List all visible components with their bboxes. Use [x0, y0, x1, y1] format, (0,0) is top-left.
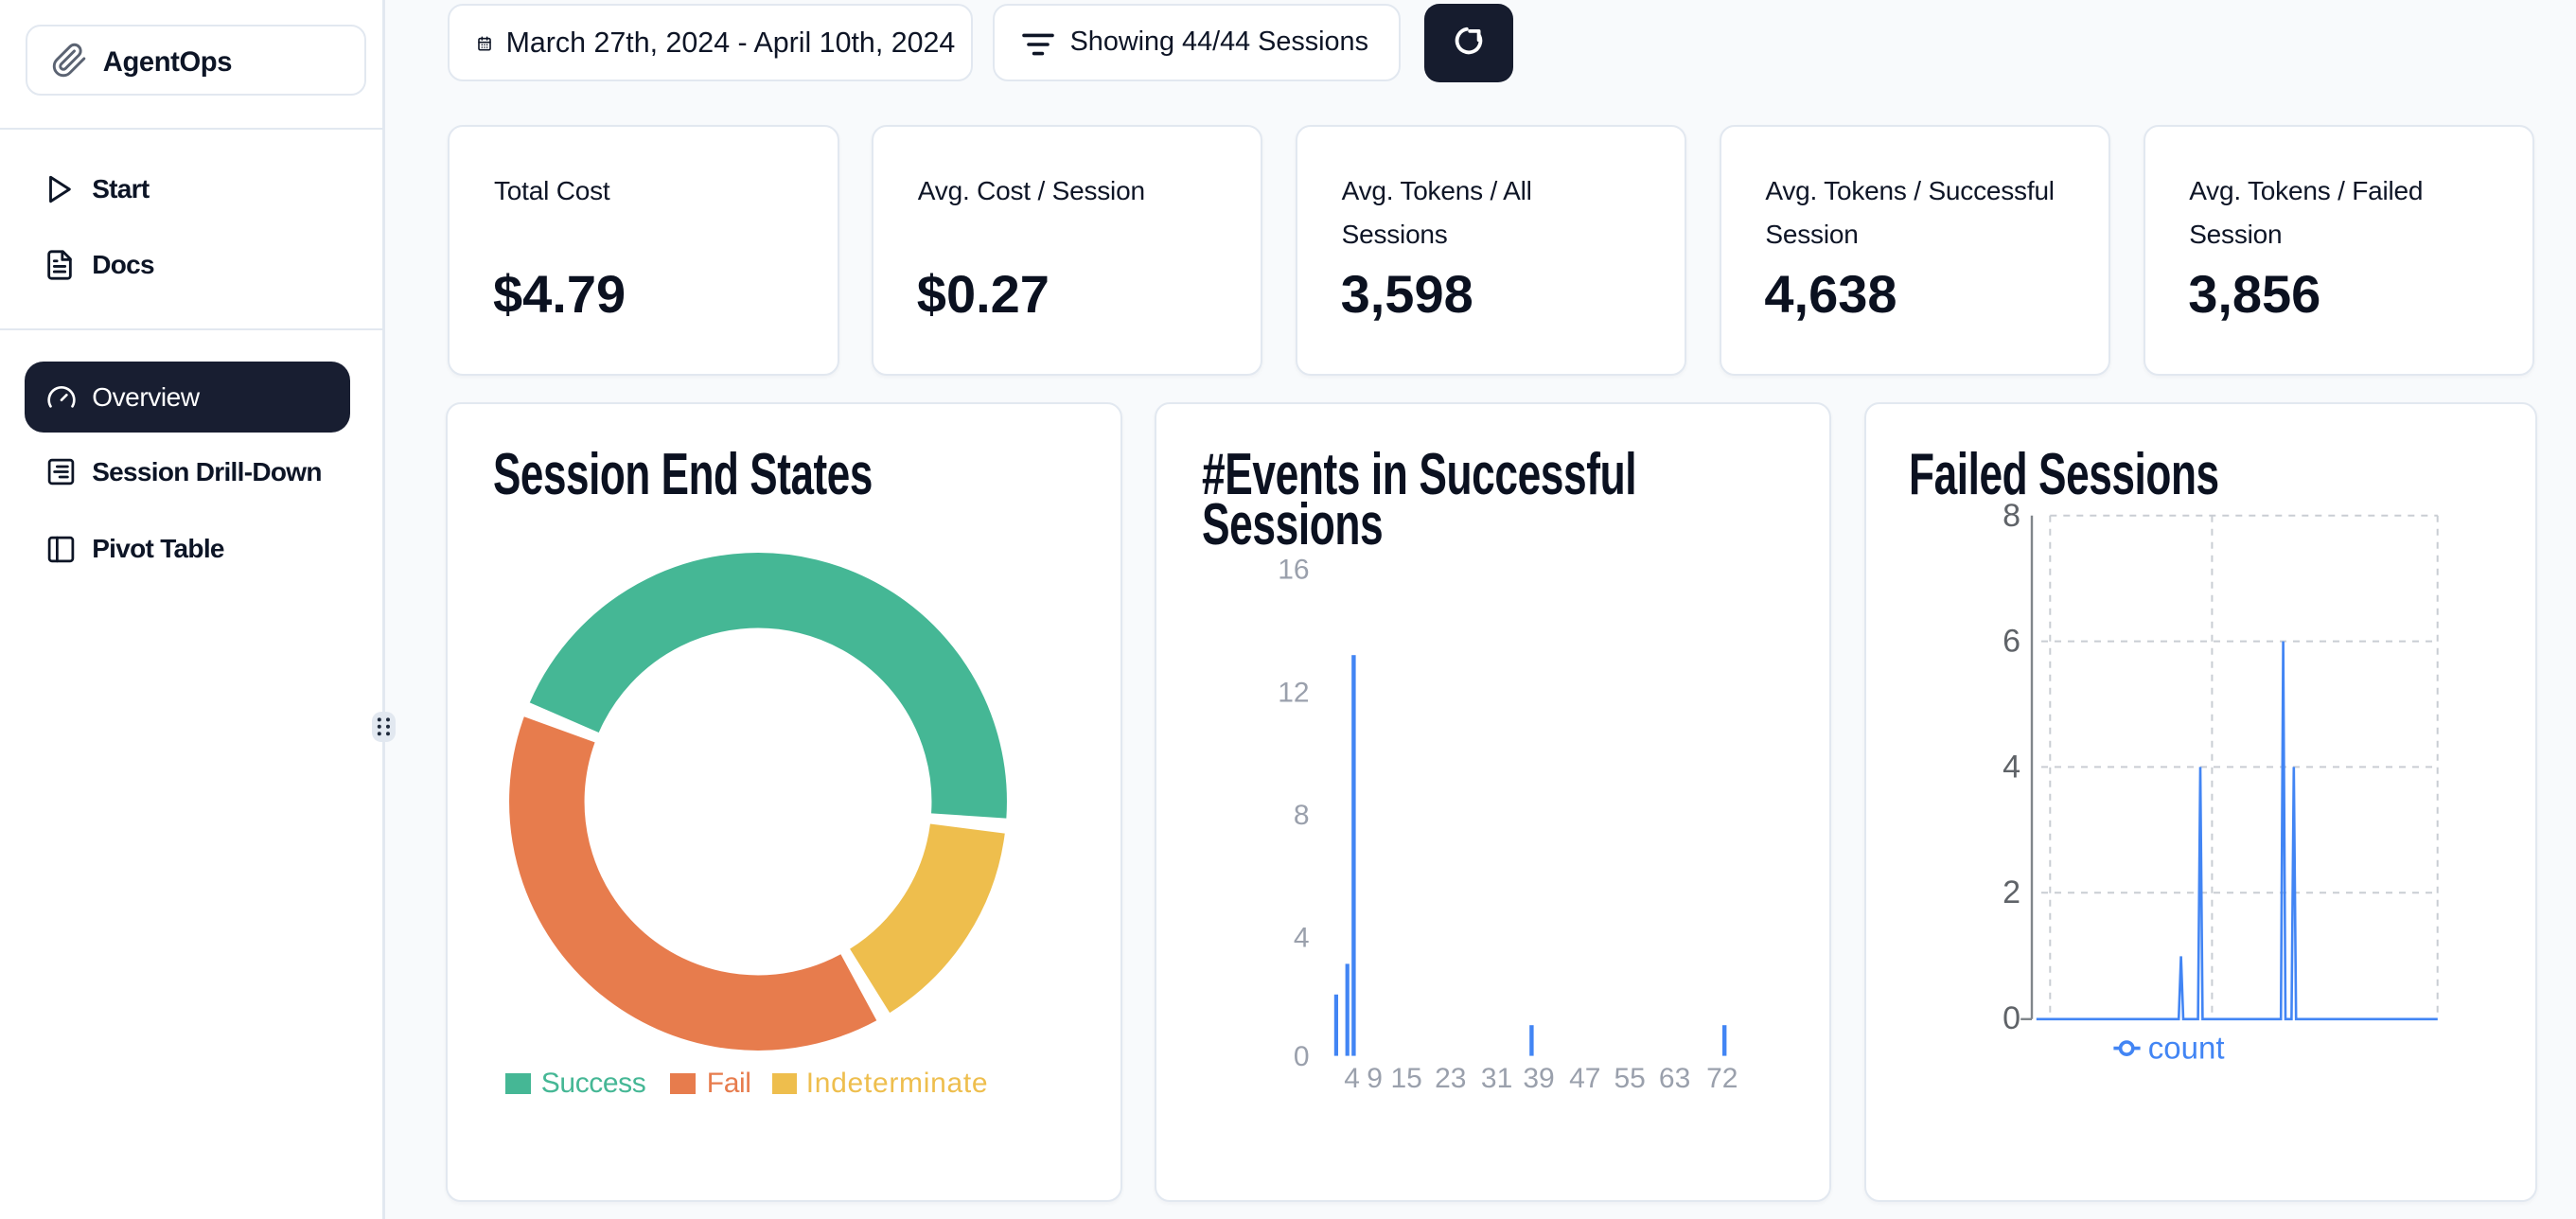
- svg-text:4: 4: [1345, 1064, 1361, 1095]
- svg-text:8: 8: [2003, 499, 2020, 535]
- svg-text:count: count: [2148, 1031, 2225, 1066]
- svg-text:72: 72: [1707, 1064, 1738, 1095]
- svg-text:4: 4: [1294, 923, 1310, 954]
- svg-text:23: 23: [1436, 1064, 1467, 1095]
- svg-text:47: 47: [1570, 1064, 1601, 1095]
- svg-text:9: 9: [1367, 1064, 1384, 1095]
- svg-text:12: 12: [1279, 678, 1310, 709]
- svg-text:8: 8: [1294, 800, 1310, 831]
- svg-text:2: 2: [2003, 875, 2020, 911]
- svg-text:39: 39: [1524, 1064, 1555, 1095]
- svg-text:63: 63: [1659, 1064, 1690, 1095]
- svg-text:4: 4: [2003, 750, 2020, 786]
- svg-text:15: 15: [1391, 1064, 1422, 1095]
- svg-text:31: 31: [1481, 1064, 1512, 1095]
- svg-text:6: 6: [2003, 624, 2020, 660]
- svg-text:16: 16: [1279, 555, 1310, 586]
- svg-text:0: 0: [1294, 1041, 1310, 1072]
- svg-text:0: 0: [2003, 1000, 2020, 1036]
- svg-text:55: 55: [1614, 1064, 1646, 1095]
